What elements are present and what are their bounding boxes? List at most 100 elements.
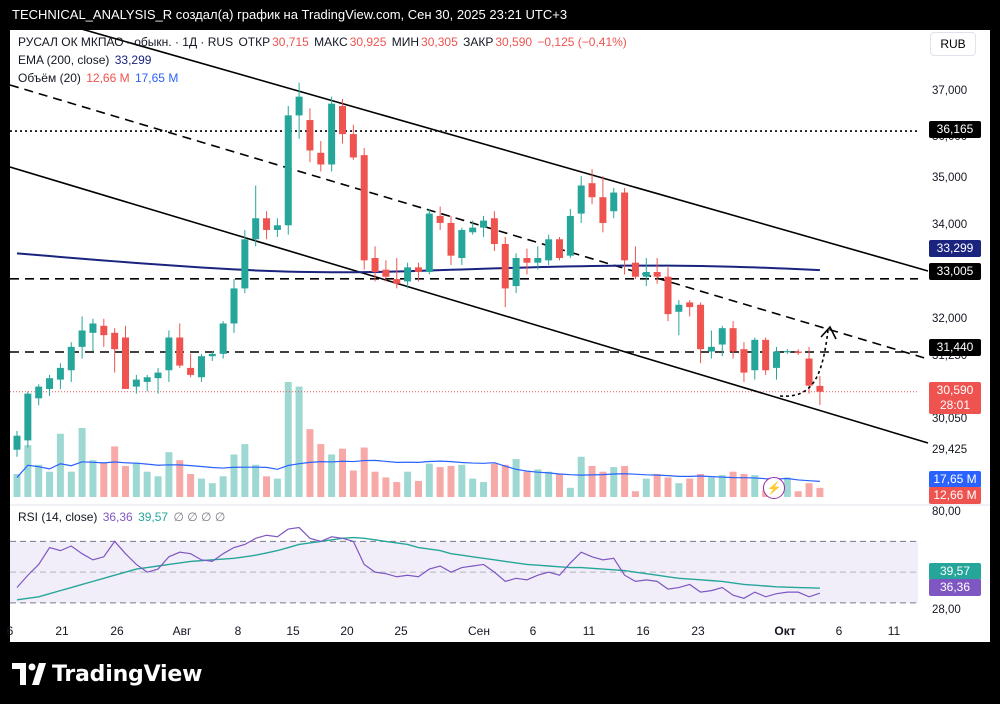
candle-body: [534, 258, 542, 263]
volume-bar: [783, 477, 791, 497]
candle-body: [404, 267, 412, 282]
candle-body: [794, 351, 802, 353]
candle: [67, 342, 75, 382]
volume-bar: [501, 464, 509, 497]
candle: [284, 106, 292, 235]
candle: [295, 82, 303, 139]
candle: [263, 211, 271, 240]
candle-body: [436, 215, 444, 223]
candle: [208, 351, 216, 361]
candle-body: [13, 435, 21, 450]
candle: [360, 148, 368, 270]
candle-body: [24, 393, 32, 441]
candle-body: [469, 227, 477, 233]
candle: [393, 258, 401, 289]
legend-volume-row[interactable]: Объём (20) 12,66 M 17,65 M: [18, 71, 180, 85]
volume-bar: [100, 462, 108, 497]
candle: [534, 246, 542, 270]
candle-body: [349, 134, 357, 158]
volume-bar: [111, 446, 119, 497]
volume-bar: [599, 471, 607, 497]
price-chart-svg[interactable]: [10, 30, 990, 642]
candle-body: [339, 106, 346, 135]
candle-body: [414, 267, 422, 273]
rsi-label: RSI (14, close): [18, 510, 98, 524]
candle: [469, 220, 477, 235]
time-tick: 15: [286, 624, 300, 638]
volume-bar: [631, 491, 639, 497]
volume-bar: [328, 454, 336, 497]
time-tick: 26: [110, 624, 124, 638]
candle-body: [176, 337, 184, 366]
candle: [78, 316, 86, 359]
volume-bar: [187, 474, 195, 497]
candle: [773, 346, 780, 380]
time-tick: 6: [835, 624, 843, 638]
volume-bar: [89, 460, 97, 497]
price-tick: 37,000: [932, 85, 968, 97]
volume-bar: [393, 482, 401, 497]
candle: [176, 323, 184, 368]
candle-body: [447, 222, 455, 256]
chart-header: TECHNICAL_ANALYSIS_R создал(а) график на…: [12, 7, 568, 22]
candle-body: [230, 288, 238, 324]
candle-body: [675, 304, 683, 312]
volume-bar: [664, 477, 672, 497]
candle: [13, 431, 21, 457]
rsi-extra-values: ∅ ∅ ∅ ∅: [173, 510, 226, 524]
candle: [414, 262, 422, 282]
candle-body: [686, 302, 694, 308]
level-33005-tag: 33,005: [929, 263, 981, 280]
candle-body: [588, 183, 596, 198]
volume-bar: [436, 467, 444, 497]
candle-body: [306, 120, 314, 151]
channel-middle-line: [10, 84, 929, 360]
volume-bar: [686, 478, 694, 497]
footer: TradingView: [0, 642, 1000, 704]
rsi-tick: 28,00: [932, 604, 961, 616]
volume-bar: [154, 476, 162, 497]
volume-bar: [382, 477, 390, 497]
candle-body: [78, 330, 86, 347]
rsi-ma-line: [16, 536, 820, 601]
candle-body: [783, 351, 791, 353]
candle: [545, 234, 553, 266]
time-tick: 23: [691, 624, 705, 638]
candle-body: [252, 218, 260, 240]
open-value: 30,715: [272, 35, 309, 49]
candle-body: [599, 197, 607, 223]
projection-arrow: [779, 329, 829, 397]
time-tick: 11: [582, 624, 596, 638]
candle-body: [295, 96, 303, 116]
currency-button[interactable]: RUB: [930, 32, 976, 56]
volume-bar: [349, 470, 357, 497]
legend-rsi-row[interactable]: RSI (14, close) 36,36 39,57 ∅ ∅ ∅ ∅: [18, 510, 227, 524]
candle: [490, 211, 498, 251]
volume-bar: [425, 463, 433, 497]
volume-bar: [697, 474, 705, 497]
level-36165-tag: 36,165: [929, 121, 981, 138]
candle: [252, 185, 260, 247]
volume-bar: [197, 478, 205, 497]
volume-bar: [46, 471, 54, 497]
volume-bar: [414, 480, 422, 497]
time-tick: 6: [6, 624, 14, 638]
price-tick: 32,000: [932, 313, 968, 325]
flash-icon[interactable]: ⚡: [763, 477, 785, 499]
candle-body: [653, 272, 661, 277]
candle: [816, 376, 824, 406]
candle-body: [458, 229, 466, 259]
symbol-label[interactable]: РУСАЛ ОК МКПАО - обыкн. · 1Д · RUS: [18, 35, 234, 49]
volume-bar: [534, 469, 542, 497]
candle: [56, 363, 64, 389]
legend-ema-row[interactable]: EMA (200, close) 33,299: [18, 53, 153, 67]
volume-bar: [588, 465, 596, 497]
volume-bar: [273, 478, 281, 497]
candle: [653, 258, 661, 284]
volume-bar: [306, 429, 314, 497]
candle: [89, 318, 97, 352]
chart-panel[interactable]: РУСАЛ ОК МКПАО - обыкн. · 1Д · RUS ОТКР 3…: [6, 30, 990, 642]
candle-body: [241, 239, 249, 289]
candle: [46, 374, 54, 396]
candle: [664, 267, 672, 322]
